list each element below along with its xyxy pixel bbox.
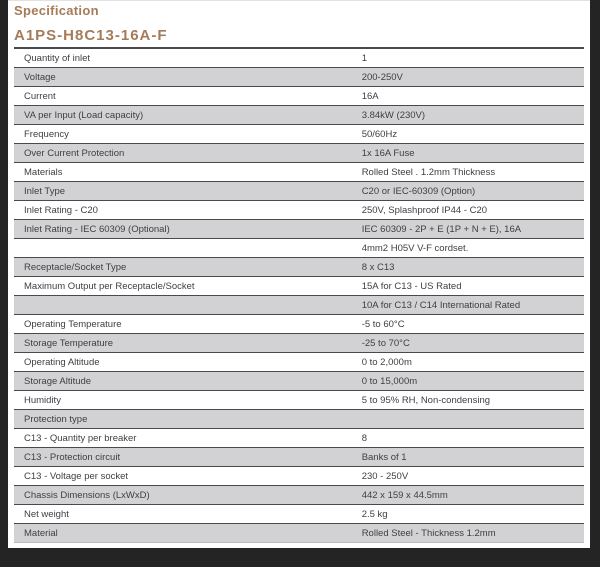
model-number-title: A1PS-H8C13-16A-F [14, 27, 168, 44]
spec-value: 5 to 95% RH, Non-condensing [361, 394, 491, 406]
spec-value: 250V, Splashproof IP44 - C20 [361, 204, 488, 216]
spec-label: Current [24, 90, 56, 102]
table-row: VA per Input (Load capacity) 3.84kW (230V… [14, 106, 584, 125]
spec-label: Storage Altitude [24, 375, 92, 387]
table-row: Maximum Output per Receptacle/Socket 15A … [14, 277, 584, 296]
table-row: Chassis Dimensions (LxWxD) 442 x 159 x 44… [14, 486, 584, 505]
spec-label: C13 - Voltage per socket [24, 470, 129, 482]
table-row: Voltage 200-250V [14, 68, 584, 87]
table-row: C13 - Protection circuit Banks of 1 [14, 448, 584, 467]
spec-value: 15A for C13 - US Rated [361, 280, 462, 292]
spec-value: 442 x 159 x 44.5mm [361, 489, 448, 501]
spec-value: Banks of 1 [361, 451, 407, 463]
spec-label: Over Current Protection [24, 147, 125, 159]
table-row: Net weight 2.5 kg [14, 505, 584, 524]
table-row: Operating Altitude 0 to 2,000m [14, 353, 584, 372]
spec-value: 16A [361, 90, 379, 102]
spec-value: Rolled Steel - Thickness 1.2mm [361, 527, 496, 539]
table-row: Material Rolled Steel - Thickness 1.2mm [14, 524, 584, 543]
spec-label: Inlet Type [24, 185, 66, 197]
table-row: Frequency 50/60Hz [14, 125, 584, 144]
spec-value: 10A for C13 / C14 International Rated [361, 299, 521, 311]
spec-value: 3.84kW (230V) [361, 109, 426, 121]
spec-label: Maximum Output per Receptacle/Socket [24, 280, 195, 292]
table-row: C13 - Quantity per breaker 8 [14, 429, 584, 448]
spec-value: -25 to 70°C [361, 337, 410, 349]
spec-label: Frequency [24, 128, 69, 140]
table-row: Materials Rolled Steel . 1.2mm Thickness [14, 163, 584, 182]
table-row: 4mm2 H05V V-F cordset. [14, 239, 584, 258]
spec-value: 8 [361, 432, 367, 444]
spec-value: 200-250V [361, 71, 403, 83]
table-row: Over Current Protection 1x 16A Fuse [14, 144, 584, 163]
page-top-hairline [8, 0, 590, 1]
table-row: Receptacle/Socket Type 8 x C13 [14, 258, 584, 277]
spec-label: Humidity [24, 394, 61, 406]
page-frame-bottom [0, 548, 600, 567]
spec-value: C20 or IEC-60309 (Option) [361, 185, 476, 197]
table-row: Storage Temperature -25 to 70°C [14, 334, 584, 353]
spec-label: Storage Temperature [24, 337, 114, 349]
spec-table: Quantity of inlet 1 Voltage 200-250V Current… [14, 47, 584, 543]
content-area: Specification A1PS-H8C13-16A-F Quantity … [14, 0, 584, 543]
spec-value: 2.5 kg [361, 508, 388, 520]
spec-value: 50/60Hz [361, 128, 398, 140]
spec-value: 230 - 250V [361, 470, 409, 482]
spec-value: 0 to 15,000m [361, 375, 418, 387]
page-frame-left [0, 0, 8, 567]
spec-table-body: Quantity of inlet 1 Voltage 200-250V Current… [14, 49, 584, 543]
spec-value: 0 to 2,000m [361, 356, 412, 368]
spec-value: 1 [361, 52, 367, 64]
spec-label: Material [24, 527, 58, 539]
spec-label: Net weight [24, 508, 69, 520]
spec-label: Materials [24, 166, 63, 178]
spec-value: Rolled Steel . 1.2mm Thickness [361, 166, 496, 178]
table-row: Storage Altitude 0 to 15,000m [14, 372, 584, 391]
table-row: Protection type [14, 410, 584, 429]
spec-label: Receptacle/Socket Type [24, 261, 127, 273]
table-row: C13 - Voltage per socket 230 - 250V [14, 467, 584, 486]
table-row: Inlet Rating - C20 250V, Splashproof IP44… [14, 201, 584, 220]
table-row: 10A for C13 / C14 International Rated [14, 296, 584, 315]
spec-label: Operating Temperature [24, 318, 122, 330]
spec-label: Inlet Rating - IEC 60309 (Optional) [24, 223, 170, 235]
spec-label: C13 - Quantity per breaker [24, 432, 137, 444]
spec-label: Chassis Dimensions (LxWxD) [24, 489, 150, 501]
spec-label: Operating Altitude [24, 356, 100, 368]
spec-value: 1x 16A Fuse [361, 147, 415, 159]
spec-label: VA per Input (Load capacity) [24, 109, 144, 121]
table-row: Inlet Rating - IEC 60309 (Optional) IEC 6… [14, 220, 584, 239]
table-row: Quantity of inlet 1 [14, 49, 584, 68]
spec-label: Inlet Rating - C20 [24, 204, 98, 216]
spec-value: 8 x C13 [361, 261, 395, 273]
spec-value: 4mm2 H05V V-F cordset. [361, 242, 469, 254]
spec-label: C13 - Protection circuit [24, 451, 121, 463]
section-title: Specification [14, 3, 99, 18]
spec-label: Protection type [24, 413, 88, 425]
spec-value: IEC 60309 - 2P + E (1P + N + E), 16A [361, 223, 522, 235]
spec-label: Quantity of inlet [24, 52, 91, 64]
spec-value: -5 to 60°C [361, 318, 405, 330]
table-row: Inlet Type C20 or IEC-60309 (Option) [14, 182, 584, 201]
spec-label: Voltage [24, 71, 56, 83]
page-frame-right [590, 0, 600, 567]
table-row: Current 16A [14, 87, 584, 106]
table-row: Humidity 5 to 95% RH, Non-condensing [14, 391, 584, 410]
table-row: Operating Temperature -5 to 60°C [14, 315, 584, 334]
